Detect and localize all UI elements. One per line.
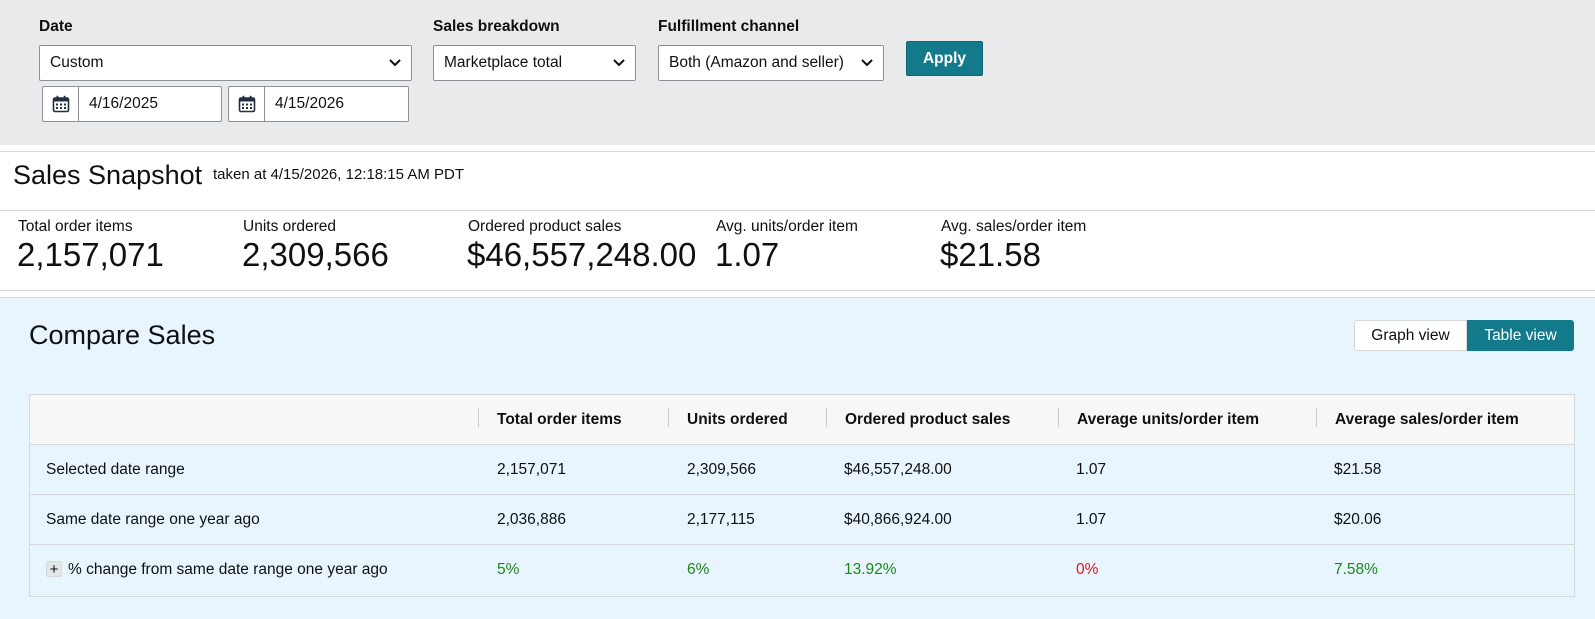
table-cell: 1.07: [1076, 511, 1107, 528]
date-select[interactable]: Custom: [39, 45, 412, 81]
chevron-down-icon: [613, 59, 625, 67]
table-row: Selected date range 2,157,071 2,309,566 …: [30, 445, 1574, 495]
date-label: Date: [39, 18, 73, 35]
column-header-average-sales: Average sales/order item: [1335, 411, 1519, 428]
metric-value-units-ordered: 2,309,566: [242, 236, 389, 273]
column-divider: [478, 408, 479, 427]
chevron-down-icon: [389, 59, 401, 67]
compare-sales-table: Total order items Units ordered Ordered …: [29, 394, 1575, 597]
column-divider: [1058, 408, 1059, 427]
end-date-value: 4/15/2026: [275, 95, 344, 112]
snapshot-divider: [0, 290, 1595, 291]
graph-view-button[interactable]: Graph view: [1354, 320, 1467, 351]
table-cell: 2,036,886: [497, 511, 566, 528]
percent-change-cell: 5%: [497, 561, 520, 578]
sales-breakdown-value: Marketplace total: [444, 54, 563, 71]
fulfillment-channel-select[interactable]: Both (Amazon and seller): [658, 45, 884, 81]
metric-label-total-order-items: Total order items: [18, 218, 133, 235]
table-cell: 2,177,115: [687, 511, 755, 528]
metric-label-units-ordered: Units ordered: [243, 218, 337, 235]
table-row: Same date range one year ago 2,036,886 2…: [30, 495, 1574, 545]
table-cell: $20.06: [1334, 511, 1382, 528]
table-cell: $46,557,248.00: [844, 461, 952, 478]
start-date-field[interactable]: 4/16/2025: [42, 86, 222, 122]
date-select-value: Custom: [50, 54, 104, 71]
row-label: % change from same date range one year a…: [68, 561, 388, 578]
column-header-total-order-items: Total order items: [497, 411, 622, 428]
column-header-average-units: Average units/order item: [1077, 411, 1260, 428]
column-header-units-ordered: Units ordered: [687, 411, 788, 428]
view-toggle: Graph view Table view: [1354, 320, 1574, 351]
filter-bar: Date Custom 4/16/2025 4/15/2026 Sales br…: [0, 0, 1595, 145]
metric-label-avg-units: Avg. units/order item: [716, 218, 858, 235]
end-date-field[interactable]: 4/15/2026: [228, 86, 409, 122]
apply-button[interactable]: Apply: [906, 41, 983, 76]
table-cell: $21.58: [1334, 461, 1382, 478]
column-header-ordered-product-sales: Ordered product sales: [845, 411, 1011, 428]
compare-sales-title: Compare Sales: [29, 320, 216, 350]
chevron-down-icon: [861, 59, 873, 67]
table-cell: 2,157,071: [497, 461, 566, 478]
column-divider: [668, 408, 669, 427]
table-row: + % change from same date range one year…: [30, 545, 1574, 595]
table-cell: 1.07: [1076, 461, 1107, 478]
sales-breakdown-label: Sales breakdown: [433, 18, 560, 35]
metric-label-avg-sales: Avg. sales/order item: [941, 218, 1087, 235]
start-date-value: 4/16/2025: [89, 95, 158, 112]
snapshot-header: [0, 151, 1595, 211]
metric-label-ordered-product-sales: Ordered product sales: [468, 218, 622, 235]
fulfillment-channel-label: Fulfillment channel: [658, 18, 800, 35]
percent-change-cell: 13.92%: [844, 561, 897, 578]
row-label: Selected date range: [46, 461, 185, 478]
calendar-icon[interactable]: [43, 87, 79, 121]
percent-change-cell: 7.58%: [1334, 561, 1378, 578]
table-cell: 2,309,566: [687, 461, 756, 478]
column-divider: [826, 408, 827, 427]
column-divider: [1316, 408, 1317, 427]
table-view-button[interactable]: Table view: [1467, 320, 1574, 351]
sales-breakdown-select[interactable]: Marketplace total: [433, 45, 636, 81]
metric-value-ordered-product-sales: $46,557,248.00: [467, 236, 697, 273]
metric-value-avg-sales: $21.58: [940, 236, 1041, 273]
percent-change-cell: 0%: [1076, 561, 1099, 578]
table-cell: $40,866,924.00: [844, 511, 952, 528]
snapshot-title: Sales Snapshot: [13, 160, 203, 190]
table-header-row: Total order items Units ordered Ordered …: [30, 395, 1574, 445]
row-label: Same date range one year ago: [46, 511, 260, 528]
percent-change-cell: 6%: [687, 561, 710, 578]
metric-value-total-order-items: 2,157,071: [17, 236, 164, 273]
fulfillment-channel-value: Both (Amazon and seller): [669, 54, 844, 71]
expand-plus-icon[interactable]: +: [46, 561, 62, 577]
snapshot-timestamp: taken at 4/15/2026, 12:18:15 AM PDT: [213, 166, 465, 183]
calendar-icon[interactable]: [229, 87, 265, 121]
metric-value-avg-units: 1.07: [715, 236, 780, 273]
